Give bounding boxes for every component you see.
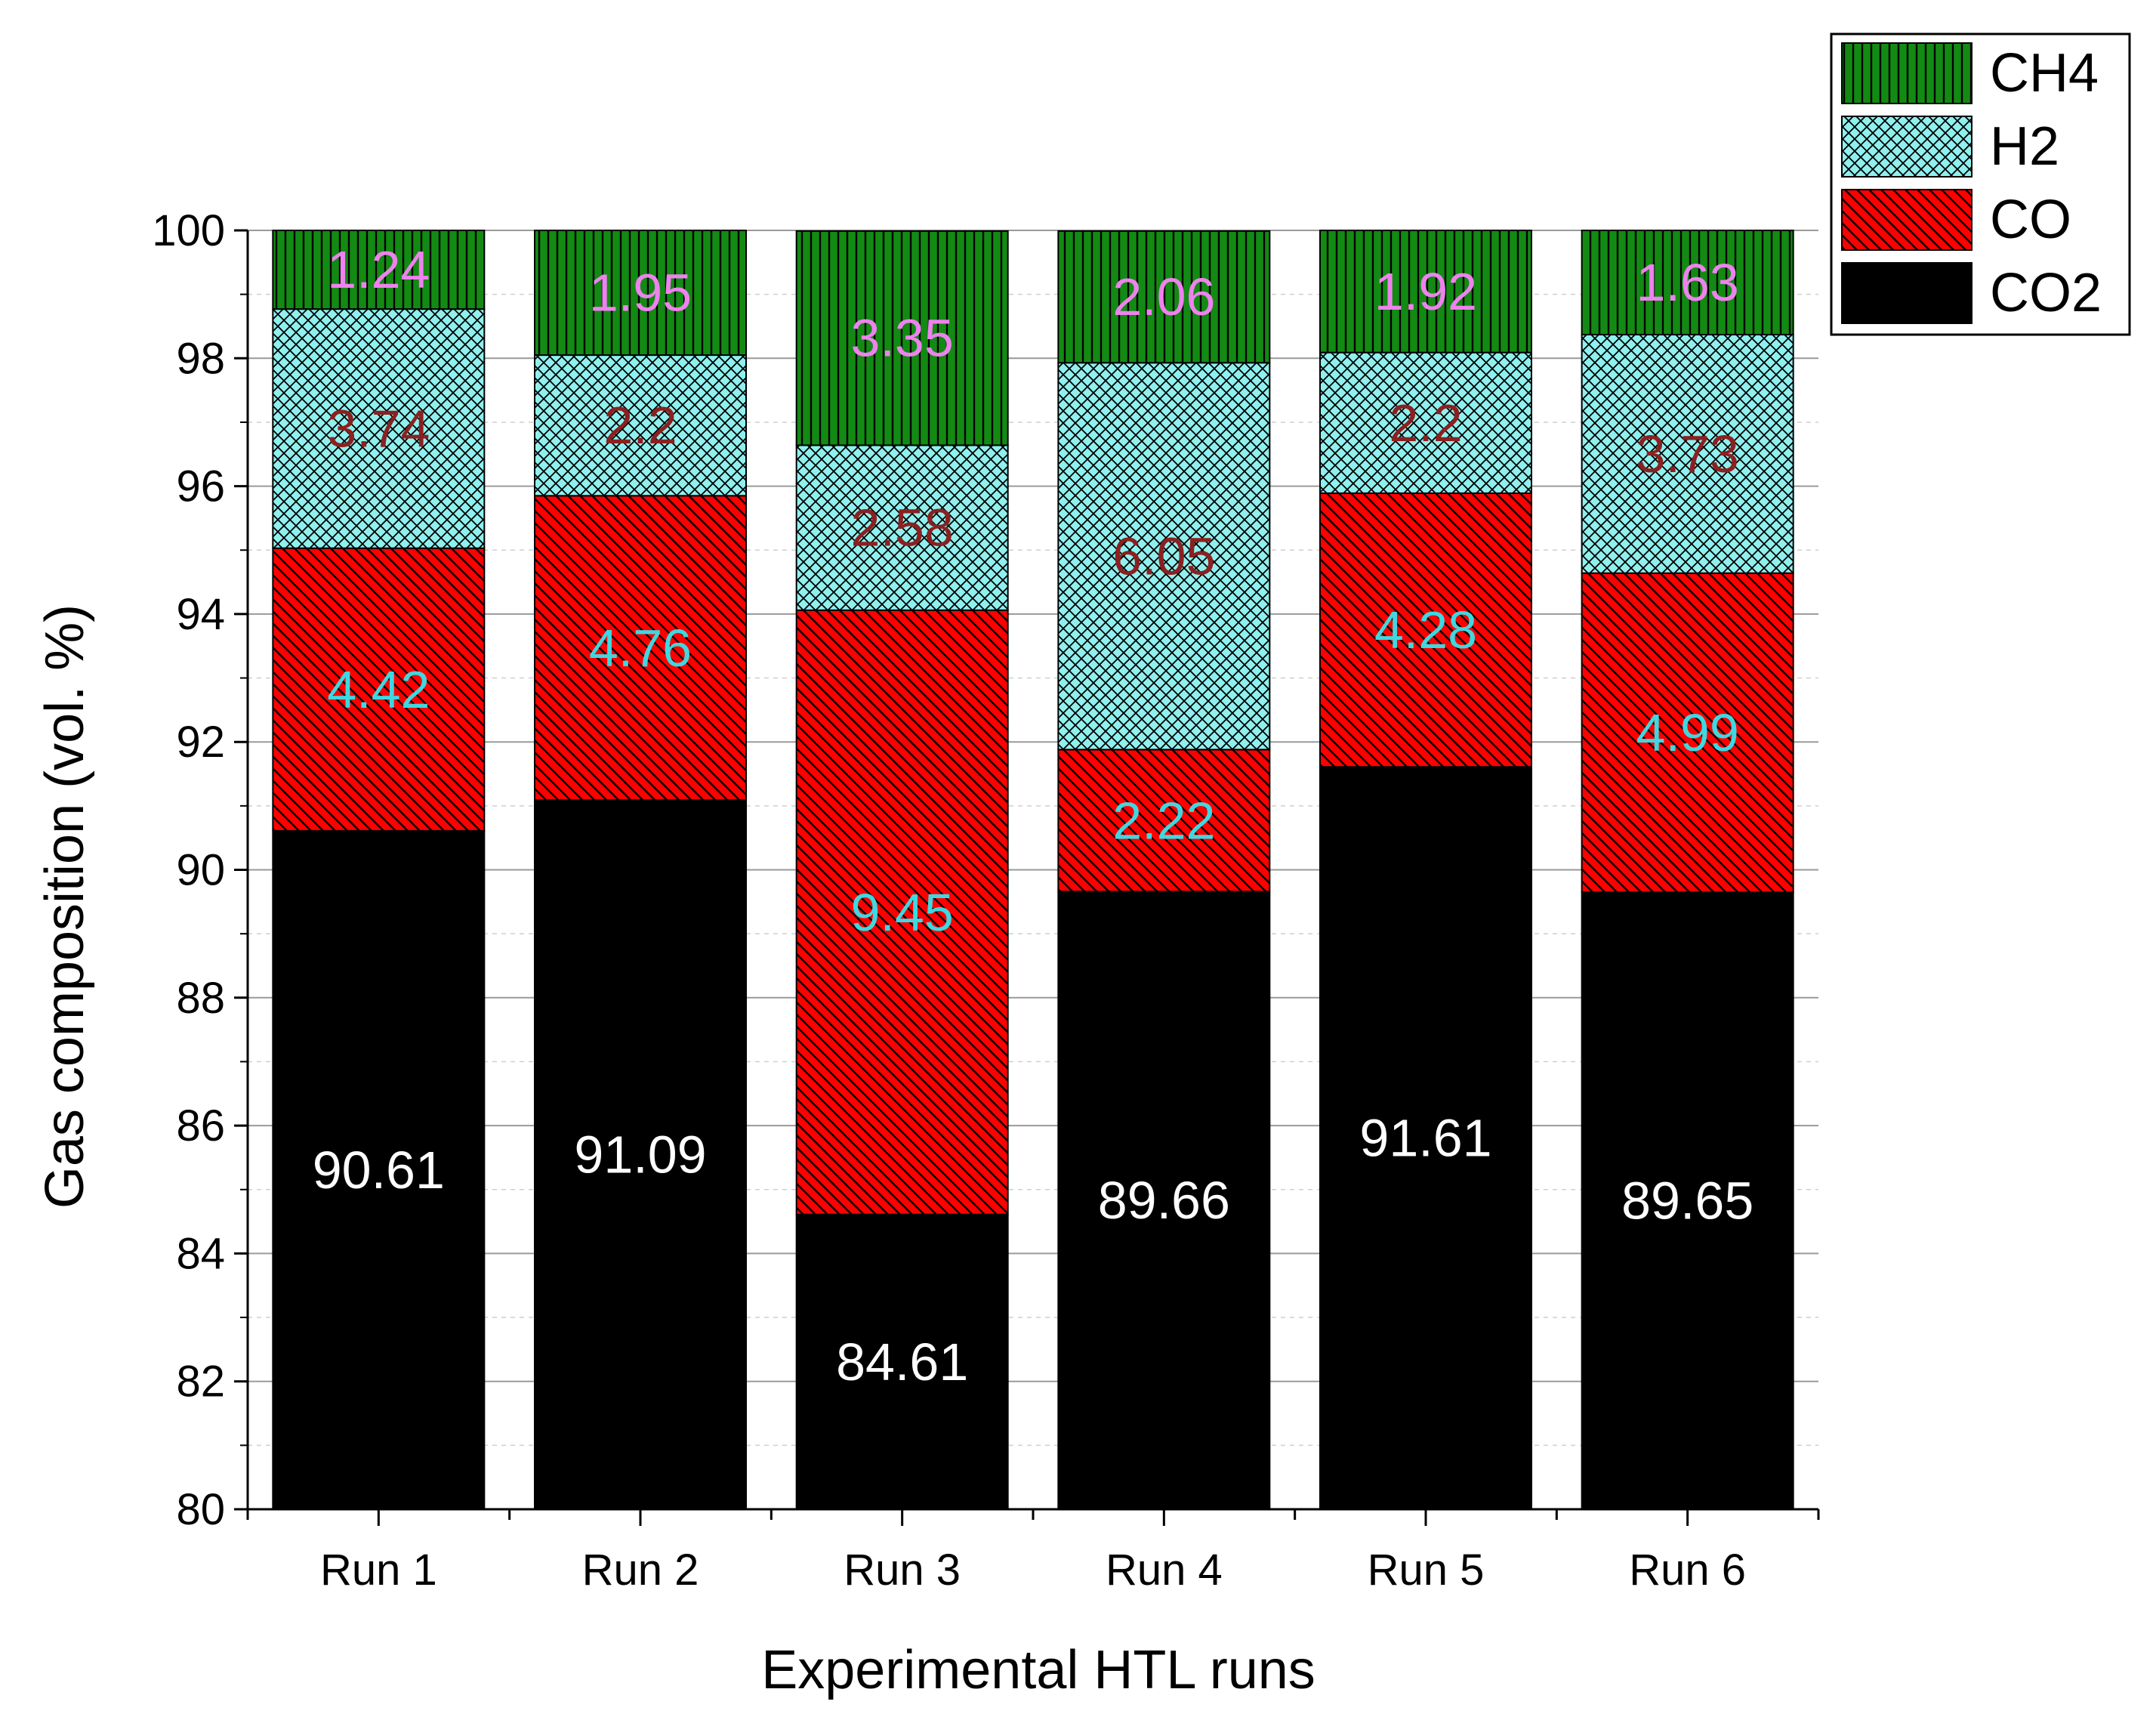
x-tick-label: Run 5 (1368, 1546, 1485, 1595)
bar-h2-6 (1581, 333, 1794, 574)
bar-ch4-3 (795, 230, 1009, 446)
bar-co2-3 (795, 1213, 1009, 1511)
y-tick-label: 84 (176, 1229, 225, 1278)
bar-co-1 (272, 547, 486, 832)
y-tick-label: 100 (152, 206, 225, 255)
y-tick-label: 80 (176, 1485, 225, 1534)
legend-label-co: CO (1990, 190, 2071, 250)
legend-swatch-ch4 (1841, 42, 1972, 104)
bar-ch4-5 (1319, 230, 1532, 354)
y-tick-label: 90 (176, 846, 225, 895)
bar-ch4-2 (534, 230, 747, 357)
data-label-h2-5: 2.2 (1389, 394, 1462, 452)
y-tick-label: 88 (176, 974, 225, 1023)
bar-co-3 (795, 609, 1009, 1215)
data-label-co-6: 4.99 (1636, 703, 1739, 762)
bar-co2-1 (272, 829, 486, 1510)
legend: CH4 H2 CO CO2 (1830, 32, 2131, 336)
y-tick-label: 86 (176, 1101, 225, 1150)
bar-h2-1 (272, 308, 486, 549)
bar-co-2 (534, 495, 747, 801)
bar-co2-2 (534, 799, 747, 1510)
data-label-ch4-1: 1.24 (327, 240, 430, 299)
legend-swatch-co (1841, 189, 1972, 251)
axes: 80 82 84 86 88 90 92 94 96 98 100 Run 1 Run 2 Run 3 Ru… (152, 206, 1820, 1595)
y-tick-label: 82 (176, 1357, 225, 1407)
legend-label-co2: CO2 (1990, 263, 2102, 323)
bar-ch4-4 (1057, 230, 1271, 364)
data-label-co2-6: 89.65 (1621, 1172, 1753, 1231)
data-label-co2-1: 90.61 (313, 1141, 445, 1200)
segment-labels: 90.61 4.42 3.74 1.24 91.09 4.76 2.2 1.95 84.61 9.… (313, 240, 1754, 1391)
bar-co2-5 (1319, 766, 1532, 1510)
x-tick-label: Run 1 (320, 1546, 437, 1595)
data-label-co2-2: 91.09 (574, 1126, 706, 1184)
data-label-h2-3: 2.58 (851, 499, 954, 557)
legend-swatch-co2 (1841, 262, 1972, 324)
data-label-co-3: 9.45 (851, 883, 954, 942)
bar-co2-6 (1581, 891, 1794, 1510)
legend-label-h2: H2 (1990, 116, 2059, 177)
data-label-ch4-3: 3.35 (851, 309, 954, 368)
data-label-h2-2: 2.2 (603, 396, 677, 455)
data-label-ch4-4: 2.06 (1112, 267, 1215, 326)
data-label-co-1: 4.42 (327, 660, 430, 719)
x-axis-title: Experimental HTL runs (761, 1640, 1315, 1700)
data-label-co-2: 4.76 (589, 619, 692, 678)
bar-h2-2 (534, 354, 747, 497)
data-label-ch4-6: 1.63 (1636, 253, 1739, 312)
data-label-co2-4: 89.66 (1098, 1171, 1230, 1230)
data-label-h2-6: 3.73 (1636, 425, 1739, 483)
y-tick-label: 98 (176, 334, 225, 383)
data-label-co2-3: 84.61 (836, 1332, 968, 1391)
bar-ch4-1 (272, 230, 486, 310)
bar-h2-3 (795, 444, 1009, 611)
bar-co-6 (1581, 572, 1794, 894)
bars (272, 230, 1794, 1511)
data-label-ch4-2: 1.95 (589, 264, 692, 323)
data-label-co-5: 4.28 (1374, 601, 1477, 659)
legend-label-ch4: CH4 (1990, 43, 2099, 103)
bar-h2-5 (1319, 351, 1532, 494)
data-label-h2-1: 3.74 (327, 399, 430, 458)
data-label-co-4: 2.22 (1112, 791, 1215, 850)
y-tick-label: 92 (176, 718, 225, 767)
gridlines (248, 230, 1818, 1510)
x-tick-label: Run 2 (582, 1546, 699, 1595)
y-tick-label: 96 (176, 462, 225, 511)
y-tick-label: 94 (176, 590, 225, 639)
data-label-co2-5: 91.61 (1359, 1109, 1491, 1168)
data-label-ch4-5: 1.92 (1374, 262, 1477, 321)
x-tick-label: Run 6 (1629, 1546, 1746, 1595)
x-tick-label: Run 3 (844, 1546, 961, 1595)
bar-co-5 (1319, 492, 1532, 768)
bar-h2-4 (1057, 362, 1271, 751)
data-label-h2-4: 6.05 (1112, 526, 1215, 585)
y-axis-title: Gas composition (vol. %) (35, 604, 95, 1209)
bar-ch4-6 (1581, 230, 1794, 335)
legend-swatch-h2 (1841, 116, 1972, 178)
x-tick-label: Run 4 (1106, 1546, 1223, 1595)
